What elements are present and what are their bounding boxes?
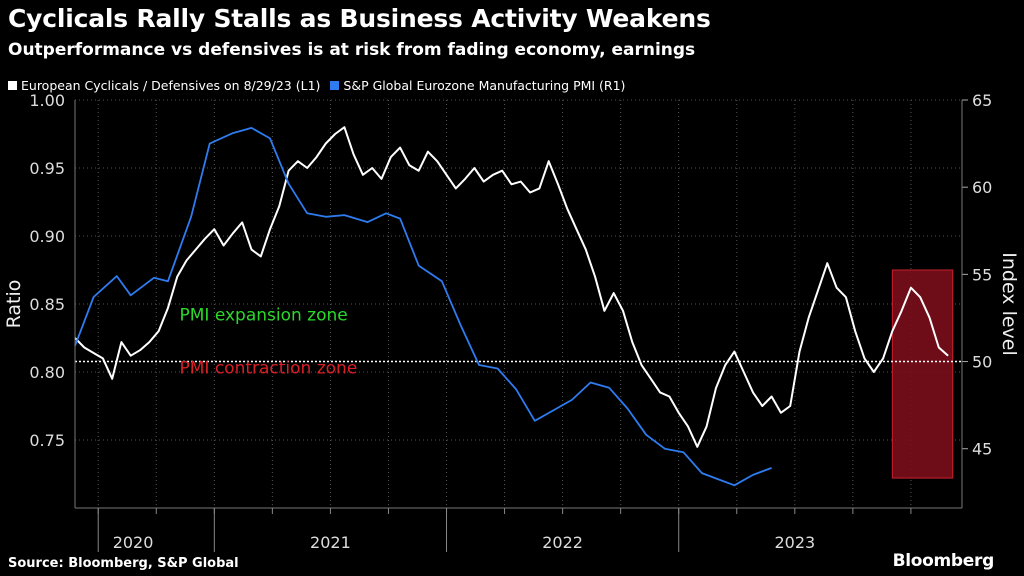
- y-left-axis-title: Ratio: [3, 280, 25, 329]
- pmi-series-line: [74, 127, 772, 487]
- y-left-tick-label: 0.95: [29, 159, 65, 178]
- y-right-tick-label: 60: [972, 178, 992, 197]
- legend-item-ratio: European Cyclicals / Defensives on 8/29/…: [8, 78, 320, 93]
- x-tick-label: 2020: [113, 533, 154, 552]
- contraction-zone-label: PMI contraction zone: [179, 358, 357, 378]
- x-tick-label: 2021: [310, 533, 351, 552]
- y-right-tick-label: 45: [972, 440, 992, 459]
- chart-title: Cyclicals Rally Stalls as Business Activ…: [8, 4, 711, 33]
- y-left-tick-label: 0.75: [29, 431, 65, 450]
- y-right-tick-label: 65: [972, 91, 992, 110]
- x-tick-label: 2023: [774, 533, 815, 552]
- y-left-tick-label: 0.90: [29, 227, 65, 246]
- y-right-axis-title: Index level: [998, 252, 1020, 356]
- source-note: Source: Bloomberg, S&P Global: [8, 556, 239, 571]
- legend-label-pmi: S&P Global Eurozone Manufacturing PMI (R…: [343, 78, 626, 93]
- y-right-tick-label: 50: [972, 353, 992, 372]
- legend-label-ratio: European Cyclicals / Defensives on 8/29/…: [21, 78, 321, 93]
- brand-logo: Bloomberg: [892, 551, 995, 571]
- y-left-tick-label: 0.85: [29, 295, 65, 314]
- legend-swatch-pmi: [330, 81, 340, 90]
- legend-item-pmi: S&P Global Eurozone Manufacturing PMI (R…: [330, 78, 625, 93]
- legend: European Cyclicals / Defensives on 8/29/…: [8, 78, 635, 93]
- expansion-zone-label: PMI expansion zone: [179, 305, 347, 325]
- y-right-tick-label: 55: [972, 265, 992, 284]
- y-left-tick-label: 1.00: [29, 91, 65, 110]
- ratio-series-line: [74, 126, 949, 448]
- legend-swatch-ratio: [8, 81, 17, 90]
- x-tick-label: 2022: [542, 533, 583, 552]
- chart-subtitle: Outperformance vs defensives is at risk …: [8, 40, 696, 60]
- y-left-tick-label: 0.80: [29, 363, 65, 382]
